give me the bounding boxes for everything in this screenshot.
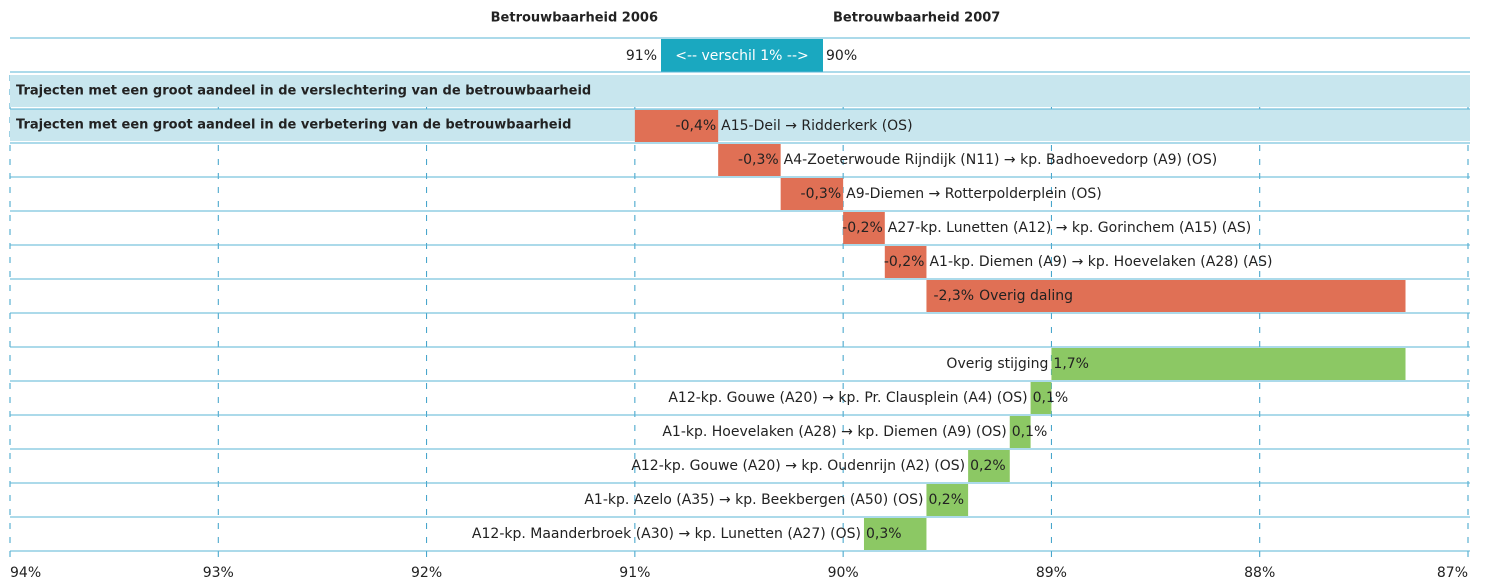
bars xyxy=(634,110,1406,550)
category-label: A9-Diemen → Rotterpolderplein (OS) xyxy=(846,186,1102,202)
bar xyxy=(884,246,927,278)
rows xyxy=(10,75,1470,552)
bar-text: -2,3% Overig daling xyxy=(933,288,1073,304)
section-band xyxy=(10,75,1470,107)
bar xyxy=(634,110,719,142)
x-tick-label: 93% xyxy=(203,565,234,581)
x-tick-label: 92% xyxy=(411,565,442,581)
bar xyxy=(1030,382,1052,414)
category-label: A1-kp. Diemen (A9) → kp. Hoevelaken (A28… xyxy=(929,254,1272,270)
start-label: 91% xyxy=(626,48,657,64)
left-title: Betrouwbaarheid 2006 xyxy=(491,11,658,26)
bar xyxy=(1009,416,1031,448)
value-label: 1,7% xyxy=(1053,356,1089,372)
difference-box xyxy=(661,39,823,72)
value-label: 0,3% xyxy=(866,526,902,542)
category-label: A27-kp. Lunetten (A12) → kp. Gorinchem (… xyxy=(888,220,1251,236)
section-band xyxy=(10,109,1470,141)
category-label: A15-Deil → Ridderkerk (OS) xyxy=(721,118,912,134)
value-label: 0,2% xyxy=(970,458,1006,474)
right-title: Betrouwbaarheid 2007 xyxy=(833,11,1000,26)
value-label: 0,1% xyxy=(1012,424,1048,440)
x-tick-label: 87% xyxy=(1437,565,1468,581)
category-label: Overig stijging xyxy=(946,356,1048,372)
value-label: 0,1% xyxy=(1033,390,1069,406)
category-label: A12-kp. Gouwe (A20) → kp. Pr. Clausplein… xyxy=(668,390,1027,406)
value-label: 0,2% xyxy=(928,492,964,508)
category-label: A12-kp. Maanderbroek (A30) → kp. Lunette… xyxy=(472,526,861,542)
bar xyxy=(968,450,1010,482)
bar xyxy=(926,484,969,516)
x-tick-label: 88% xyxy=(1244,565,1275,581)
bar xyxy=(718,144,781,176)
difference-label: <-- verschil 1% --> xyxy=(675,48,809,64)
category-label: A12-kp. Gouwe (A20) → kp. Oudenrijn (A2)… xyxy=(631,458,965,474)
category-label: A1-kp. Azelo (A35) → kp. Beekbergen (A50… xyxy=(584,492,923,508)
x-tick-label: 89% xyxy=(1036,565,1067,581)
bar xyxy=(843,212,885,244)
value-label: -2,3% xyxy=(933,288,974,304)
category-label: A1-kp. Hoevelaken (A28) → kp. Diemen (A9… xyxy=(662,424,1006,440)
section-title: Trajecten met een groot aandeel in de ve… xyxy=(16,118,571,133)
category-label: A4-Zoeterwoude Rijndijk (N11) → kp. Badh… xyxy=(784,152,1218,168)
end-label: 90% xyxy=(826,48,857,64)
x-tick-label: 91% xyxy=(619,565,650,581)
value-label: -0,2% xyxy=(884,254,925,270)
x-tick-label: 90% xyxy=(828,565,859,581)
category-label: Overig daling xyxy=(979,288,1073,304)
grid xyxy=(9,75,1469,557)
labels: Trajecten met een groot aandeel in de ve… xyxy=(10,84,1468,582)
value-label: -0,4% xyxy=(676,118,717,134)
bar xyxy=(780,178,844,210)
section-title: Trajecten met een groot aandeel in de ve… xyxy=(16,84,591,99)
x-tick-label: 94% xyxy=(10,565,41,581)
bar xyxy=(1051,348,1406,380)
bar xyxy=(863,518,927,550)
value-label: -0,3% xyxy=(801,186,842,202)
bar xyxy=(926,280,1406,312)
value-label: -0,3% xyxy=(738,152,779,168)
value-label: -0,2% xyxy=(842,220,883,236)
